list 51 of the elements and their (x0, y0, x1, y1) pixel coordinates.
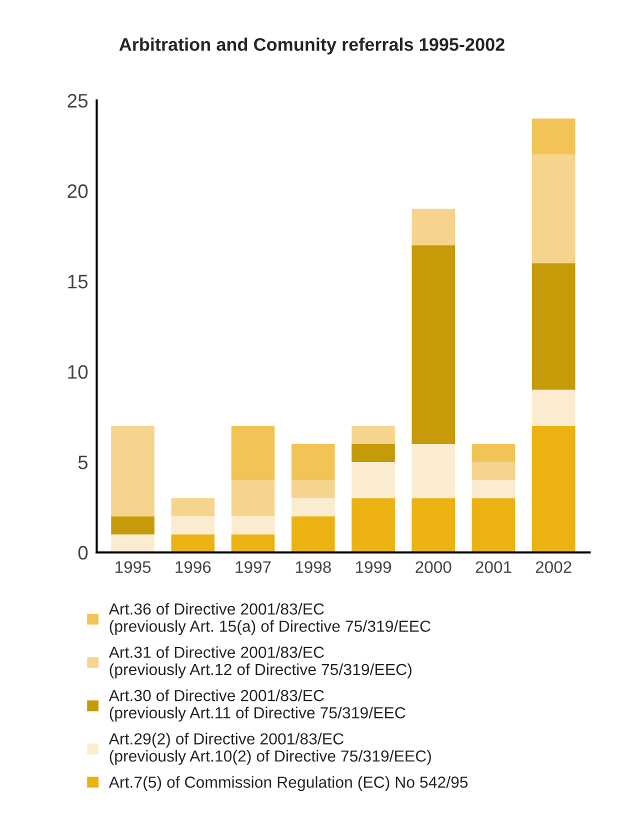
x-tick-label: 1998 (296, 561, 331, 573)
bar (171, 498, 215, 516)
bar (352, 426, 395, 444)
bar (412, 208, 456, 246)
chart-title: Arbitration and Comunity referrals 1995-2002 (119, 38, 504, 54)
bar (231, 516, 275, 534)
bar (532, 263, 576, 390)
x-tick-label: 1995 (116, 561, 151, 573)
bar (412, 498, 456, 552)
y-tick-label: 10 (68, 365, 88, 379)
x-tick-label: 2002 (536, 561, 572, 573)
bar (171, 534, 215, 552)
y-tick-label: 20 (68, 184, 88, 198)
bar (352, 462, 395, 498)
y-tick-label: 15 (68, 274, 88, 288)
y-tick-label: 5 (78, 456, 88, 470)
bar (111, 516, 154, 534)
x-tick-label: 2000 (416, 561, 452, 573)
bar (472, 462, 516, 480)
bar (412, 444, 456, 498)
bar (472, 498, 516, 552)
legend-label: Art.30 of Directive 2001/83/EC (previously Art.11 of Directive 75/319/EEC (108, 690, 406, 722)
bar (292, 516, 335, 552)
bar (292, 480, 335, 498)
bar (412, 245, 456, 444)
legend-label: Art.36 of Directive 2001/83/EC (previously Art. 15(a) of Directive 75/319/EEC (108, 602, 430, 636)
bar (532, 118, 576, 155)
legend-label: Art.7(5) of Commission Regulation (EC) No 542/95 (108, 776, 468, 792)
x-tick-label: 1997 (236, 561, 271, 573)
bar (292, 498, 335, 516)
y-tick-label: 0 (78, 546, 88, 560)
bar (292, 444, 335, 480)
bar (472, 444, 516, 462)
bar (231, 534, 275, 552)
legend-label: Art.29(2) of Directive 2001/83/EC (previously Art.10(2) of Directive 75/319/EEC) (108, 732, 431, 765)
bar (532, 154, 576, 264)
bar (231, 426, 275, 480)
bar (532, 390, 576, 426)
bar (231, 480, 275, 516)
bar (532, 426, 576, 552)
legend-label: Art.31 of Directive 2001/83/EC (previously Art.12 of Directive 75/319/EEC) (108, 646, 412, 678)
bar (171, 516, 215, 534)
bar (352, 498, 395, 552)
bar (111, 426, 154, 516)
bar (472, 480, 516, 498)
bar (111, 534, 154, 552)
bar (352, 444, 395, 462)
y-tick-label: 25 (68, 94, 88, 108)
x-tick-label: 2001 (476, 561, 512, 573)
x-tick-label: 1996 (176, 561, 211, 573)
x-tick-label: 1999 (356, 561, 392, 573)
